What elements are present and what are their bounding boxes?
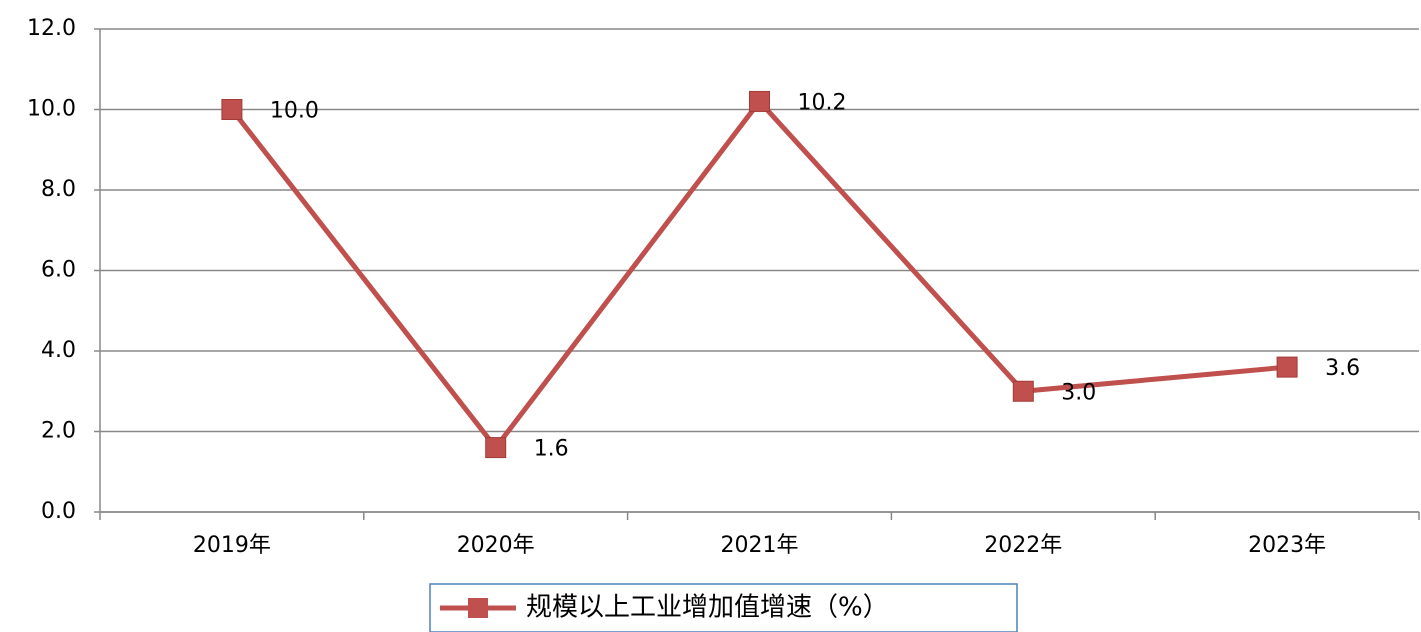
x-tick-label: 2023年	[1248, 533, 1326, 558]
legend-marker	[468, 598, 488, 618]
y-tick-label: 2.0	[41, 419, 76, 444]
legend-box	[429, 583, 1018, 632]
x-tick-label: 2019年	[193, 533, 271, 558]
y-tick-label: 6.0	[41, 258, 76, 283]
series-line	[229, 98, 1288, 451]
y-tick-label: 4.0	[41, 338, 76, 363]
marker	[485, 437, 507, 459]
data-label: 10.2	[798, 90, 847, 115]
data-label: 1.6	[534, 437, 569, 462]
y-tick-label: 8.0	[41, 177, 76, 202]
y-tick-label: 0.0	[41, 499, 76, 524]
data-label: 3.6	[1325, 356, 1360, 381]
marker	[1276, 356, 1298, 378]
legend-label: 规模以上工业增加值增速（%）	[526, 593, 889, 623]
x-tick-label: 2022年	[984, 533, 1062, 558]
x-tick-label: 2020年	[457, 533, 535, 558]
marker	[1012, 380, 1034, 402]
x-tick-label: 2021年	[721, 533, 799, 558]
data-label: 3.0	[1061, 380, 1096, 405]
marker	[749, 90, 770, 112]
data-label: 10.0	[270, 99, 319, 124]
marker	[221, 99, 243, 120]
y-tick-label: 10.0	[27, 97, 76, 122]
y-tick-label: 12.0	[27, 16, 76, 41]
